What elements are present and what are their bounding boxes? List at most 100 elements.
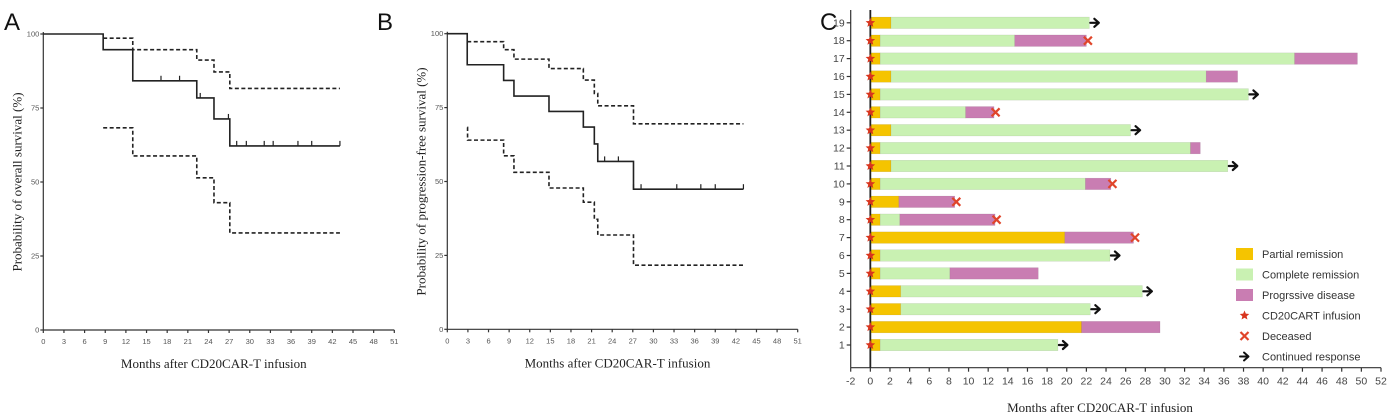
x-tick-label: 30	[649, 336, 657, 345]
complete-remission-bar	[879, 106, 966, 119]
infusion-star-icon	[865, 268, 876, 278]
partial-remission-bar	[870, 231, 1066, 244]
partial-remission-bar	[870, 160, 892, 172]
x-tick-label: 9	[103, 337, 107, 346]
infusion-star-icon	[865, 340, 876, 350]
x-tick-label: 4	[907, 376, 913, 388]
x-tick-label: 52	[1375, 376, 1387, 388]
infusion-star-icon	[865, 71, 876, 81]
x-tick-label: 39	[308, 337, 316, 346]
patient-row-15	[870, 88, 1260, 101]
partial-remission-bar	[870, 321, 1082, 334]
complete-remission-bar	[879, 142, 1191, 155]
patient-row-16	[870, 70, 1238, 83]
deceased-cross-icon	[1107, 179, 1118, 189]
complete-remission-bar	[879, 249, 1111, 262]
complete-remission-bar	[879, 88, 1249, 101]
legend-label: Continued response	[1262, 352, 1360, 364]
continued-response-arrow-icon	[1089, 17, 1100, 28]
y-tick-label: 19	[833, 17, 845, 29]
x-tick-label: 18	[1041, 376, 1053, 388]
y-tick-label: 14	[833, 107, 845, 119]
x-tick-label: 15	[142, 337, 150, 346]
patient-row-17	[870, 52, 1358, 65]
x-tick-label: 30	[1159, 376, 1171, 388]
infusion-star-icon	[865, 196, 876, 206]
infusion-star-icon	[865, 35, 876, 45]
complete-remission-bar	[879, 267, 951, 280]
x-tick-label: 51	[390, 337, 398, 346]
x-tick-label: 3	[466, 336, 470, 345]
lower-ci-curve	[466, 126, 744, 266]
deceased-cross-icon	[1130, 232, 1140, 243]
legend-label: Partial remission	[1262, 249, 1343, 261]
infusion-star-icon	[865, 89, 876, 99]
km-curve	[43, 33, 340, 147]
y-tick-label: 25	[31, 252, 39, 261]
x-tick-label: 42	[732, 336, 740, 345]
x-tick-label: 48	[369, 337, 377, 346]
y-tick-label: 50	[435, 177, 443, 186]
y-tick-label: 18	[833, 35, 845, 47]
y-tick-label: 100	[27, 30, 40, 39]
legend-label: Complete remission	[1262, 270, 1359, 282]
legend-item-infusion: CD20CART infusion	[1239, 310, 1361, 323]
continued-response-arrow-icon	[1130, 125, 1142, 136]
x-tick-label: 33	[670, 336, 678, 345]
patient-row-18	[870, 34, 1093, 47]
patient-row-6	[870, 249, 1121, 262]
legend-swatch	[1236, 289, 1253, 301]
patient-row-11	[870, 160, 1239, 172]
x-tick-label: 21	[587, 336, 595, 345]
infusion-star-icon	[865, 304, 876, 314]
infusion-star-icon	[865, 214, 876, 224]
progressive-disease-bar	[899, 213, 996, 226]
x-tick-label: 18	[567, 336, 575, 345]
y-tick-label: 12	[833, 143, 845, 155]
infusion-star-icon	[1239, 310, 1250, 320]
deceased-cross-icon	[990, 107, 1001, 118]
x-tick-label: 26	[1120, 376, 1132, 388]
partial-remission-bar	[870, 285, 902, 298]
x-tick-label: 28	[1139, 376, 1151, 388]
patient-row-13	[870, 124, 1142, 137]
x-tick-label: 34	[1198, 376, 1210, 388]
lower-ci-curve	[103, 127, 340, 234]
patient-row-8	[870, 213, 1002, 226]
legend-swatch	[1236, 268, 1253, 281]
progressive-disease-bar	[949, 267, 1039, 280]
partial-remission-bar	[870, 195, 900, 208]
progressive-disease-bar	[965, 106, 995, 119]
x-tick-label: 9	[507, 336, 511, 345]
x-tick-label: 24	[204, 337, 212, 346]
x-tick-label: -2	[846, 376, 855, 388]
x-tick-label: 32	[1179, 376, 1191, 388]
complete-remission-bar	[890, 124, 1131, 137]
legend-label: Progrssive disease	[1262, 290, 1355, 302]
x-tick-label: 24	[608, 336, 616, 345]
progressive-disease-bar	[1081, 321, 1161, 334]
legend-label: CD20CART infusion	[1262, 311, 1361, 323]
complete-remission-bar	[879, 34, 1015, 47]
y-tick-label: 1	[839, 340, 845, 352]
x-tick-label: 39	[711, 336, 719, 345]
legend-item-deceased: Deceased	[1239, 331, 1312, 343]
patient-row-1	[870, 339, 1069, 351]
y-tick-label: 75	[435, 103, 443, 112]
x-tick-label: 45	[349, 337, 357, 346]
continued-response-arrow-icon	[1109, 250, 1121, 261]
panel-b-progression-free-survival: 0 3 6 9 12 15 18 21 24 27 30 33 36 39 42 45 48 5102550751…	[413, 29, 802, 370]
y-tick-label: 11	[834, 161, 845, 173]
y-tick-label: 25	[435, 251, 443, 260]
y-tick-label: 3	[839, 304, 845, 316]
infusion-star-icon	[865, 286, 876, 296]
y-tick-label: 100	[431, 29, 444, 38]
x-axis-title: Months after CD20CAR-T infusion	[121, 356, 307, 371]
x-axis-title: Months after CD20CAR-T infusion	[525, 355, 711, 370]
partial-remission-bar	[870, 303, 902, 316]
legend-item-PD: Progrssive disease	[1236, 289, 1355, 302]
legend-item-CR: Complete remission	[1236, 268, 1359, 282]
x-tick-label: 6	[486, 336, 490, 345]
x-tick-label: 48	[773, 336, 781, 345]
